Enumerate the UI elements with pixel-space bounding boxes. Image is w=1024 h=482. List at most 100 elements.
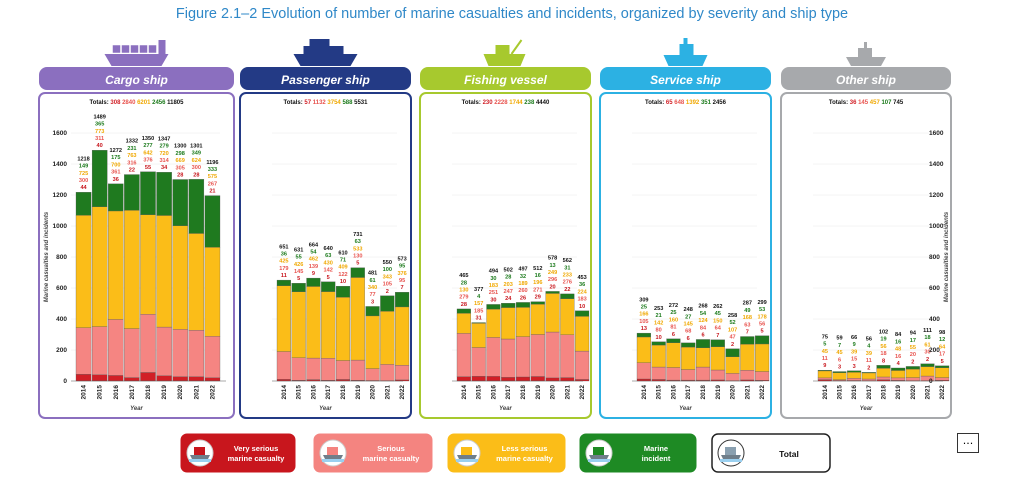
bar-segment: [560, 298, 575, 335]
data-label: 481: [368, 271, 377, 277]
totals-label: Totals:: [829, 100, 850, 106]
data-label: 773: [95, 129, 104, 135]
bar-segment: [335, 360, 351, 380]
bar-segment: [75, 192, 92, 216]
data-label: 63: [325, 253, 331, 259]
data-label: 6: [687, 336, 690, 342]
bar-segment: [321, 291, 336, 359]
mast-shape: [510, 39, 523, 55]
bar-segment: [172, 329, 188, 377]
totals-value: 11805: [167, 100, 184, 106]
bar-segment: [560, 293, 575, 299]
y-tick-label: 800: [929, 254, 940, 261]
x-tick-label: 2022: [209, 385, 216, 400]
data-label: 300: [192, 165, 201, 171]
data-label: 75: [822, 334, 828, 340]
bar-segment: [876, 368, 891, 378]
data-label: 271: [533, 287, 542, 293]
bar-segment: [920, 366, 935, 377]
data-label: 224: [577, 289, 587, 295]
data-label: 16: [895, 339, 901, 345]
data-label: 562: [563, 258, 572, 264]
bar-segment: [891, 377, 906, 381]
x-tick-label: 2018: [145, 385, 152, 400]
data-label: 640: [324, 246, 333, 252]
data-label: 22: [129, 168, 135, 174]
data-label: 25: [670, 310, 676, 316]
data-label: 32: [520, 274, 526, 280]
data-label: 56: [759, 322, 765, 328]
bar-segment: [108, 183, 124, 212]
x-tick-label: 2019: [895, 385, 902, 400]
data-label: 9: [823, 363, 826, 369]
data-label: 2: [911, 359, 914, 365]
legend-swatch: [579, 433, 697, 473]
data-label: 7: [838, 343, 841, 349]
bar-segment: [350, 359, 365, 381]
panel-header: [600, 67, 771, 90]
bar-segment: [395, 306, 410, 366]
y-tick-label: 0: [929, 378, 933, 385]
bar-segment: [515, 376, 531, 382]
data-label: 3: [838, 365, 841, 371]
data-label: 651: [279, 244, 288, 250]
data-label: 178: [757, 314, 766, 320]
data-label: 277: [143, 143, 152, 149]
bar-segment: [486, 308, 501, 338]
bar-segment: [365, 306, 380, 317]
bar-segment: [710, 369, 725, 381]
totals-line: Totals: 36 145 457 107 745: [829, 100, 904, 106]
data-label: 253: [654, 306, 663, 312]
bar-segment: [276, 279, 291, 286]
ship-icon: [588, 447, 610, 462]
data-label: 45: [822, 349, 828, 355]
y-tick-label: 1200: [53, 192, 68, 199]
data-label: 28: [461, 280, 467, 286]
ship-icon: [456, 447, 478, 462]
data-label: 39: [851, 349, 857, 355]
x-tick-label: 2022: [939, 385, 946, 400]
data-label: 39: [866, 351, 872, 357]
bar-segment: [306, 357, 321, 380]
more-options-button[interactable]: ...: [957, 433, 979, 453]
bar-segment: [847, 378, 862, 381]
bar-segment: [204, 195, 221, 248]
other-ship-icon: [846, 42, 886, 66]
data-label: 430: [324, 260, 333, 266]
legend-item: Marine incident: [579, 433, 697, 473]
y-tick-label: 0: [63, 378, 67, 385]
data-label: 1301: [190, 144, 202, 150]
bar-segment: [395, 292, 410, 308]
legend-label: Serious marine casualty: [363, 444, 421, 463]
panel-title: Other ship: [836, 73, 896, 87]
x-axis-title: Year: [130, 406, 143, 412]
bar-segment: [486, 304, 501, 310]
x-tick-label: 2016: [851, 385, 858, 400]
data-label: 18: [924, 335, 930, 341]
x-tick-label: 2018: [881, 385, 888, 400]
data-label: 11: [866, 358, 872, 364]
water-shape: [588, 459, 610, 462]
water-shape: [720, 459, 742, 462]
x-tick-label: 2018: [520, 385, 527, 400]
bar-segment: [666, 342, 681, 368]
bar-segment: [575, 350, 590, 380]
x-tick-label: 2020: [910, 385, 917, 400]
bar-segment: [75, 327, 92, 375]
data-label: 7: [746, 330, 749, 336]
data-label: 30: [490, 276, 496, 282]
data-label: 5: [356, 261, 359, 267]
data-label: 142: [324, 268, 333, 274]
legend-item: Very serious marine casualty: [180, 433, 296, 473]
bar-segment: [204, 336, 221, 378]
data-label: 5: [297, 276, 300, 282]
passenger-ship-icon: [293, 39, 358, 66]
legend-label: Marine incident: [642, 444, 671, 463]
data-label: 139: [309, 264, 318, 270]
legend-item: Serious marine casualty: [313, 433, 433, 473]
cabin-shape: [495, 45, 510, 54]
bar-segment: [156, 326, 172, 376]
totals-label: Totals:: [284, 100, 305, 106]
data-label: 17: [939, 352, 945, 358]
